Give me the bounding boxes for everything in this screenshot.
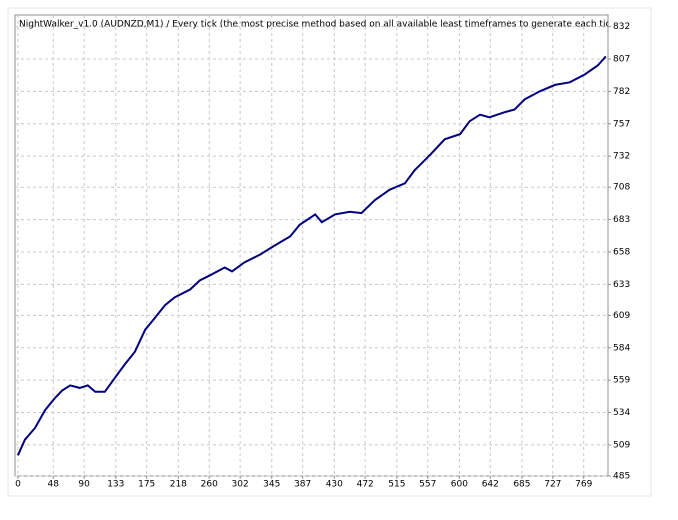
y-tick-label: 633 <box>613 280 630 290</box>
y-tick-label: 807 <box>613 55 630 65</box>
y-tick-label: 832 <box>613 22 630 32</box>
x-tick-label: 218 <box>170 480 187 490</box>
x-tick-label: 430 <box>326 480 343 490</box>
x-tick-label: 727 <box>544 480 561 490</box>
balance-line <box>16 55 607 456</box>
x-tick-label: 515 <box>388 480 405 490</box>
x-tick-label: 48 <box>48 480 60 490</box>
x-tick-label: 387 <box>294 480 311 490</box>
x-tick-label: 557 <box>419 480 436 490</box>
x-tick-label: 685 <box>513 480 530 490</box>
chart-title: NightWalker_v1.0 (AUDNZD,M1) / Every tic… <box>19 20 663 30</box>
x-tick-label: 472 <box>357 480 374 490</box>
x-tick-label: 0 <box>15 480 21 490</box>
y-tick-label: 609 <box>613 311 630 321</box>
y-tick-label: 708 <box>613 183 630 193</box>
x-tick-label: 769 <box>575 480 592 490</box>
x-tick-label: 133 <box>107 480 124 490</box>
x-tick-label: 345 <box>263 480 280 490</box>
y-tick-label: 683 <box>613 215 630 225</box>
x-tick-label: 600 <box>451 480 468 490</box>
x-tick-label: 642 <box>482 480 499 490</box>
y-tick-label: 757 <box>613 119 630 129</box>
x-tick-label: 90 <box>78 480 90 490</box>
y-tick-label: 658 <box>613 247 630 257</box>
y-tick-label: 534 <box>613 408 630 418</box>
plot-area <box>14 14 609 477</box>
x-tick-label: 260 <box>201 480 218 490</box>
y-tick-label: 559 <box>613 376 630 386</box>
y-tick-label: 509 <box>613 440 630 450</box>
y-tick-label: 584 <box>613 343 630 353</box>
x-tick-label: 302 <box>232 480 249 490</box>
x-tick-label: 175 <box>138 480 155 490</box>
y-tick-label: 485 <box>613 472 630 482</box>
y-tick-label: 732 <box>613 152 630 162</box>
y-tick-label: 782 <box>613 87 630 97</box>
